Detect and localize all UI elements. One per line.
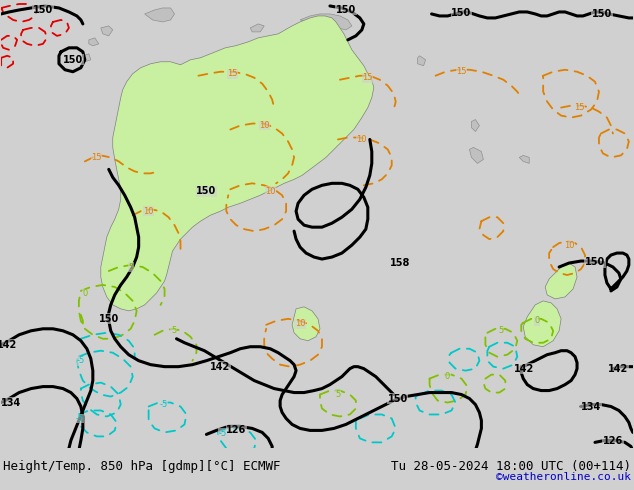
Text: 134: 134	[1, 397, 22, 408]
Text: 15: 15	[574, 103, 585, 112]
Polygon shape	[519, 155, 529, 163]
Text: -5: -5	[218, 429, 226, 438]
Text: 0: 0	[82, 290, 87, 298]
Text: 150: 150	[99, 314, 119, 324]
Text: 5: 5	[171, 326, 176, 335]
Text: -5: -5	[75, 414, 84, 423]
Text: 142: 142	[514, 364, 534, 374]
Text: 142: 142	[608, 364, 628, 374]
Text: 142: 142	[210, 362, 231, 371]
Text: 10: 10	[564, 241, 574, 249]
Text: 142: 142	[0, 340, 17, 350]
Polygon shape	[469, 147, 483, 163]
Polygon shape	[292, 307, 320, 341]
Text: 10: 10	[265, 187, 275, 196]
Polygon shape	[101, 26, 113, 36]
Text: 150: 150	[33, 5, 53, 15]
Text: 126: 126	[226, 425, 247, 436]
Text: Height/Temp. 850 hPa [gdmp][°C] ECMWF: Height/Temp. 850 hPa [gdmp][°C] ECMWF	[3, 460, 281, 473]
Polygon shape	[300, 14, 352, 30]
Polygon shape	[101, 16, 374, 311]
Text: 158: 158	[389, 258, 410, 268]
Text: Tu 28-05-2024 18:00 UTC (00+114): Tu 28-05-2024 18:00 UTC (00+114)	[391, 460, 631, 473]
Text: 15: 15	[91, 153, 102, 162]
Text: 150: 150	[585, 257, 605, 267]
Polygon shape	[472, 120, 479, 131]
Text: 0: 0	[534, 317, 540, 325]
Text: 10: 10	[259, 121, 269, 130]
Text: 0: 0	[445, 372, 450, 381]
Polygon shape	[523, 301, 561, 347]
Polygon shape	[250, 24, 264, 32]
Text: 126: 126	[603, 437, 623, 446]
Polygon shape	[418, 56, 425, 66]
Text: 15: 15	[363, 73, 373, 82]
Polygon shape	[280, 30, 296, 38]
Text: 150: 150	[63, 55, 83, 65]
Text: 15: 15	[456, 67, 467, 76]
Polygon shape	[89, 38, 99, 46]
Text: -5: -5	[159, 400, 167, 409]
Polygon shape	[545, 263, 577, 299]
Text: 150: 150	[451, 8, 472, 18]
Text: 15: 15	[227, 69, 238, 78]
Text: ©weatheronline.co.uk: ©weatheronline.co.uk	[496, 472, 631, 482]
Text: 5: 5	[335, 390, 340, 399]
Text: 150: 150	[592, 9, 612, 19]
Polygon shape	[83, 54, 91, 62]
Polygon shape	[181, 74, 197, 82]
Text: 5: 5	[499, 326, 504, 335]
Text: 10: 10	[143, 207, 154, 216]
Text: 5: 5	[128, 263, 133, 271]
Text: 150: 150	[387, 393, 408, 404]
Polygon shape	[145, 8, 174, 22]
Text: 10: 10	[356, 135, 367, 144]
Polygon shape	[232, 52, 249, 62]
Text: 150: 150	[197, 186, 217, 196]
Text: -5: -5	[77, 356, 85, 365]
Text: 134: 134	[581, 401, 601, 412]
Text: 10: 10	[295, 319, 306, 328]
Text: 150: 150	[336, 5, 356, 15]
